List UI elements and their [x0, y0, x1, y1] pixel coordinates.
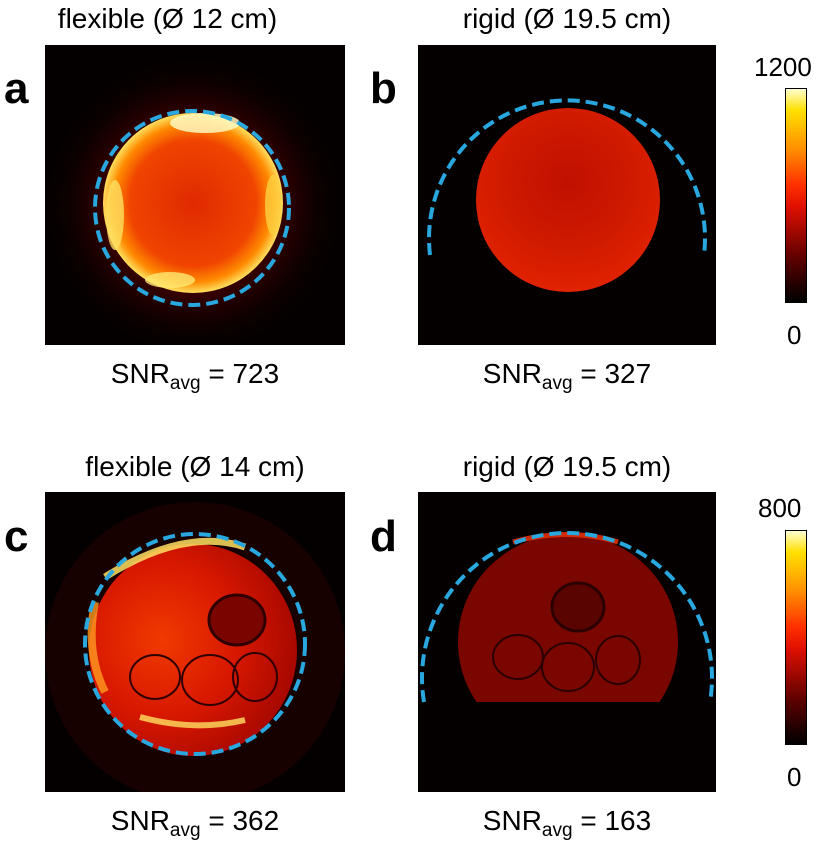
coil-outline: [420, 531, 714, 703]
colorbar-2-max: 800: [758, 493, 802, 523]
panel-a-letter: a: [4, 64, 29, 113]
panel-a-title: flexible (Ø 12 cm): [57, 3, 278, 34]
panel-d-title: rigid (Ø 19.5 cm): [462, 451, 672, 482]
colorbar-1-max: 1200: [754, 52, 812, 82]
muscle-boundary-3: [595, 635, 641, 685]
colorbar-2-min: 0: [787, 762, 802, 792]
colorbar-1-min: 0: [787, 320, 802, 350]
phantom-disk: [103, 113, 283, 293]
panel-b-letter: b: [370, 64, 397, 113]
muscle-boundary-2: [181, 654, 239, 706]
phantom-disk: [476, 108, 660, 292]
hotspot-right: [265, 175, 281, 235]
coil-outline: [83, 532, 307, 756]
snr-map-a: [45, 55, 343, 345]
colorbar-1: [785, 88, 807, 303]
muscle-boundary-1: [129, 654, 181, 700]
panel-c-letter: c: [4, 512, 29, 561]
panel-a-snr: SNRavg = 723: [110, 358, 280, 394]
hotspot-bottom-edge: [139, 714, 246, 729]
snr-map-b: [427, 98, 707, 292]
hotspot-top: [170, 113, 240, 133]
panel-b-snr: SNRavg = 327: [482, 358, 652, 394]
muscle-boundary-3: [232, 652, 278, 702]
muscle-boundary-2: [541, 642, 595, 692]
muscle-boundary-1: [492, 634, 544, 680]
panel-d-letter: d: [370, 512, 397, 561]
bone-structure: [207, 593, 267, 647]
panel-c-snr: SNRavg = 362: [110, 805, 280, 841]
hotspot-left-edge: [87, 601, 109, 694]
hotspot-left: [106, 180, 124, 250]
snr-map-d: [418, 531, 716, 792]
colorbar-2: [785, 530, 807, 745]
panel-d-snr: SNRavg = 163: [482, 805, 652, 841]
snr-map-c: [45, 502, 345, 792]
cutoff-region: [418, 702, 716, 792]
panel-c-image: [45, 492, 345, 792]
panel-d-image: [418, 492, 716, 792]
panel-c-title: flexible (Ø 14 cm): [85, 451, 305, 482]
panel-b-image: [418, 45, 716, 345]
coil-outline: [93, 109, 291, 307]
panel-a-image: [45, 45, 345, 345]
panel-b-title: rigid (Ø 19.5 cm): [462, 3, 672, 34]
hotspot-bottom: [145, 272, 195, 288]
hotspot-top-edge: [103, 537, 247, 580]
bone-structure: [550, 581, 606, 633]
